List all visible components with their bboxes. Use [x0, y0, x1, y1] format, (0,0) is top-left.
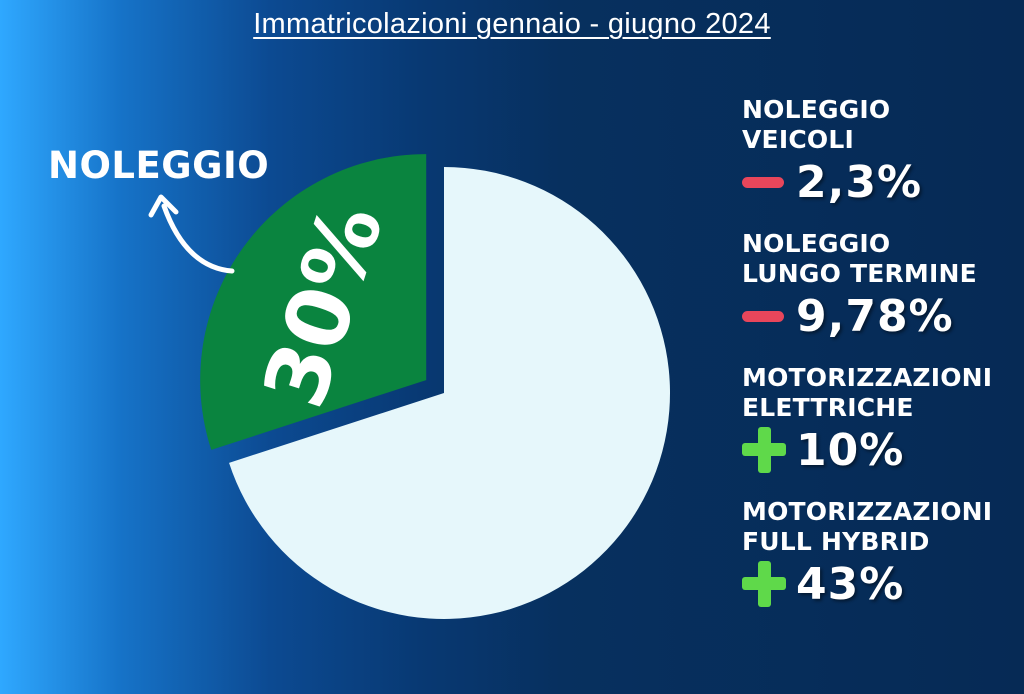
stat-item: MOTORIZZAZIONI FULL HYBRID 43%	[742, 497, 1017, 610]
stat-value-row: 2,3%	[742, 156, 1017, 208]
stat-value-row: 9,78%	[742, 290, 1017, 342]
stat-value-row: 10%	[742, 424, 1017, 476]
plus-icon	[742, 561, 788, 607]
stat-value: 9,78%	[796, 290, 954, 342]
stat-title: MOTORIZZAZIONI ELETTRICHE	[742, 363, 993, 422]
stat-item: NOLEGGIO VEICOLI 2,3%	[742, 95, 1017, 208]
pie-slice-noleggio	[200, 154, 427, 450]
stats-panel: NOLEGGIO VEICOLI 2,3% NOLEGGIO LUNGO TERMI…	[742, 95, 1017, 631]
plus-icon	[742, 427, 788, 473]
stat-value: 2,3%	[796, 156, 923, 208]
stat-value: 43%	[796, 558, 905, 610]
callout-arrow	[161, 203, 235, 274]
minus-icon	[742, 159, 788, 205]
minus-icon	[742, 293, 788, 339]
pie-slice-rest	[229, 167, 671, 620]
chart-title: Immatricolazioni gennaio - giugno 2024	[253, 8, 771, 40]
stat-title: MOTORIZZAZIONI FULL HYBRID	[742, 497, 993, 556]
callout-label: NOLEGGIO	[48, 144, 270, 187]
stat-value: 10%	[796, 424, 905, 476]
stat-title: NOLEGGIO VEICOLI	[742, 95, 891, 154]
stat-item: MOTORIZZAZIONI ELETTRICHE 10%	[742, 363, 1017, 476]
stat-value-row: 43%	[742, 558, 1017, 610]
stat-item: NOLEGGIO LUNGO TERMINE 9,78%	[742, 229, 1017, 342]
stat-title: NOLEGGIO LUNGO TERMINE	[742, 229, 977, 288]
callout-arrowhead	[148, 194, 179, 218]
